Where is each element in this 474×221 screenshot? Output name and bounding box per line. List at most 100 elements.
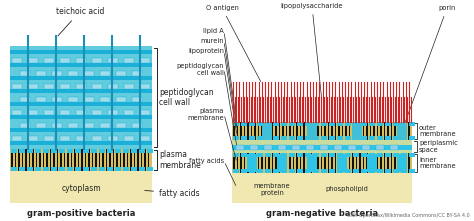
Bar (255, 153, 256, 173)
Bar (29, 149, 30, 171)
Bar (271, 122, 272, 140)
Bar (305, 169, 311, 173)
Bar (110, 149, 111, 171)
Bar (385, 136, 391, 140)
Bar (44, 136, 54, 141)
Bar (360, 153, 361, 173)
Bar (103, 149, 104, 171)
Bar (374, 153, 375, 173)
Bar (345, 122, 346, 140)
Bar (393, 153, 399, 157)
Bar (43, 167, 49, 171)
Bar (325, 122, 326, 140)
Bar (367, 154, 377, 172)
Text: gram-negative bacteria: gram-negative bacteria (266, 208, 378, 217)
Bar (373, 122, 374, 140)
Bar (249, 136, 255, 140)
Bar (289, 153, 290, 173)
Bar (361, 153, 367, 157)
Bar (138, 149, 139, 171)
Text: outer
membrane: outer membrane (419, 124, 456, 137)
Bar (265, 153, 271, 157)
Bar (60, 84, 70, 89)
Bar (254, 153, 255, 173)
Bar (60, 149, 61, 171)
Bar (337, 154, 347, 172)
Bar (84, 123, 94, 128)
Bar (124, 149, 125, 171)
Bar (321, 122, 322, 140)
Bar (96, 149, 97, 171)
Bar (147, 167, 153, 171)
Bar (377, 169, 383, 173)
Bar (141, 149, 142, 171)
Bar (249, 122, 255, 126)
Bar (297, 169, 303, 173)
Bar (265, 169, 271, 173)
Bar (337, 153, 343, 157)
Bar (59, 167, 65, 171)
Bar (51, 149, 57, 153)
Bar (36, 97, 46, 102)
Bar (233, 122, 234, 140)
Bar (75, 149, 81, 153)
Bar (11, 167, 17, 171)
Bar (349, 122, 350, 140)
Bar (283, 153, 284, 173)
Bar (282, 122, 283, 140)
Bar (60, 58, 70, 63)
Bar (92, 110, 102, 115)
Bar (342, 122, 343, 140)
Bar (391, 122, 392, 140)
Bar (367, 122, 368, 140)
Bar (370, 122, 371, 140)
Bar (232, 153, 412, 173)
Bar (92, 149, 93, 171)
Bar (327, 122, 328, 140)
Text: lipopolysaccharide: lipopolysaccharide (281, 3, 343, 99)
Bar (59, 149, 65, 153)
Bar (43, 149, 44, 171)
Bar (345, 122, 351, 126)
Bar (233, 136, 239, 140)
Bar (273, 122, 274, 140)
Bar (10, 171, 152, 203)
Bar (370, 153, 371, 173)
Bar (51, 167, 57, 171)
Bar (257, 122, 263, 126)
Bar (261, 153, 262, 173)
Bar (408, 153, 409, 173)
Bar (329, 136, 335, 140)
Bar (292, 145, 300, 150)
Bar (377, 122, 378, 140)
Bar (286, 153, 287, 173)
Bar (353, 122, 359, 126)
Bar (91, 149, 97, 153)
Bar (243, 153, 244, 173)
Bar (393, 136, 399, 140)
Bar (116, 97, 126, 102)
Bar (139, 167, 145, 171)
Bar (254, 122, 255, 140)
Bar (92, 136, 102, 141)
Bar (12, 84, 22, 89)
Bar (314, 153, 315, 173)
Bar (92, 58, 102, 63)
Bar (305, 153, 311, 157)
Bar (233, 122, 239, 126)
Bar (296, 122, 297, 140)
Bar (282, 153, 283, 173)
Bar (10, 50, 152, 54)
Bar (405, 153, 406, 173)
Bar (289, 136, 295, 140)
Bar (324, 122, 325, 140)
Bar (300, 122, 301, 140)
Bar (82, 149, 83, 171)
Bar (380, 122, 381, 140)
Bar (361, 136, 367, 140)
Bar (248, 153, 249, 173)
Bar (265, 122, 271, 126)
Bar (352, 122, 362, 140)
Bar (305, 122, 311, 126)
Bar (116, 123, 126, 128)
